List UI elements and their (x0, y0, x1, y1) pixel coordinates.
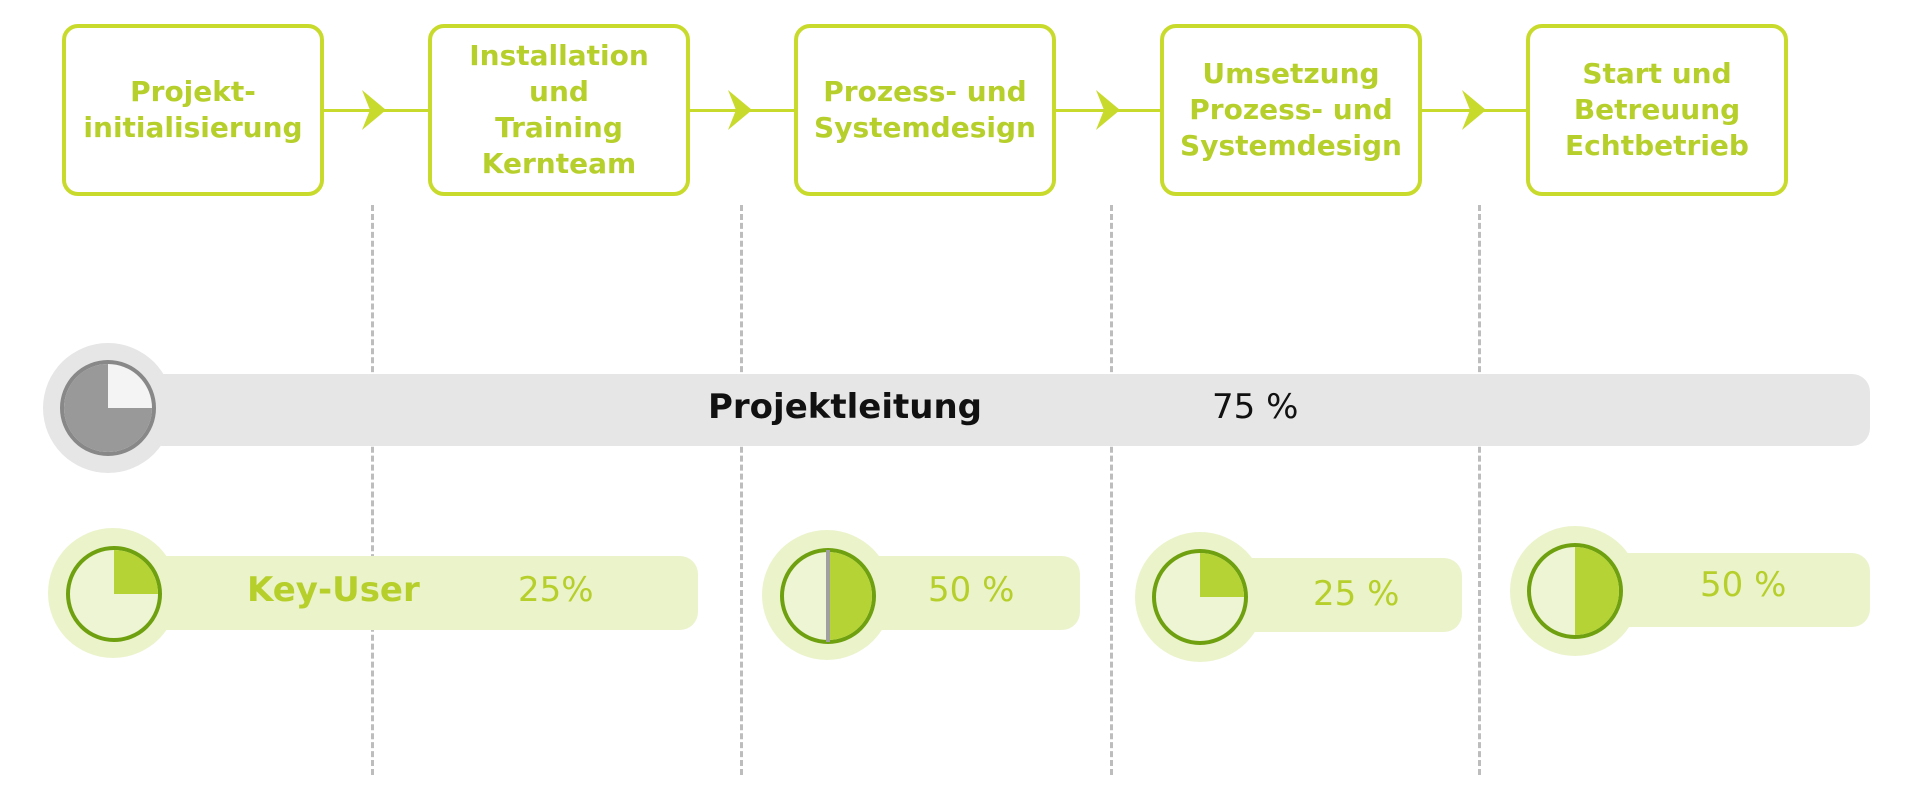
key-user-pie-icon-4 (1527, 543, 1623, 639)
chevron-right-icon (728, 90, 752, 130)
key-user-pie-icon-2 (780, 548, 876, 644)
projektleitung-bar (110, 374, 1870, 446)
key-user-pie-icon-3 (1152, 549, 1248, 645)
phase-label: Umsetzung Prozess- und Systemdesign (1180, 57, 1402, 162)
key-user-pie-icon-1 (66, 546, 162, 642)
phase-box-start-betreuung: Start und Betreuung Echtbetrieb (1526, 24, 1788, 196)
phase-divider (740, 205, 743, 775)
chevron-right-icon (362, 90, 386, 130)
phase-label: Projekt- initialisierung (83, 75, 303, 144)
key-user-percent-2: 50 % (928, 570, 1015, 610)
projektleitung-label: Projektleitung (708, 387, 982, 427)
key-user-percent-4: 50 % (1700, 565, 1787, 605)
key-user-percent-3: 25 % (1313, 574, 1400, 614)
chevron-right-icon (1462, 90, 1486, 130)
chevron-right-icon (1096, 90, 1120, 130)
phase-box-projektinitialisierung: Projekt- initialisierung (62, 24, 324, 196)
phase-divider (1110, 205, 1113, 775)
phase-box-umsetzung: Umsetzung Prozess- und Systemdesign (1160, 24, 1422, 196)
projektleitung-percent: 75 % (1212, 387, 1299, 427)
phase-label: Prozess- und Systemdesign (814, 75, 1036, 144)
phase-label: Start und Betreuung Echtbetrieb (1565, 57, 1749, 162)
phase-divider (371, 205, 374, 775)
phase-label: Installation und Training Kernteam (469, 39, 649, 180)
key-user-label: Key-User (247, 570, 420, 610)
key-user-percent-1: 25% (518, 570, 594, 610)
phase-box-prozess-systemdesign: Prozess- und Systemdesign (794, 24, 1056, 196)
key-user-bar-1 (120, 556, 698, 630)
projektleitung-pie-icon (60, 360, 156, 456)
phase-box-installation-training: Installation und Training Kernteam (428, 24, 690, 196)
phase-divider (1478, 205, 1481, 775)
